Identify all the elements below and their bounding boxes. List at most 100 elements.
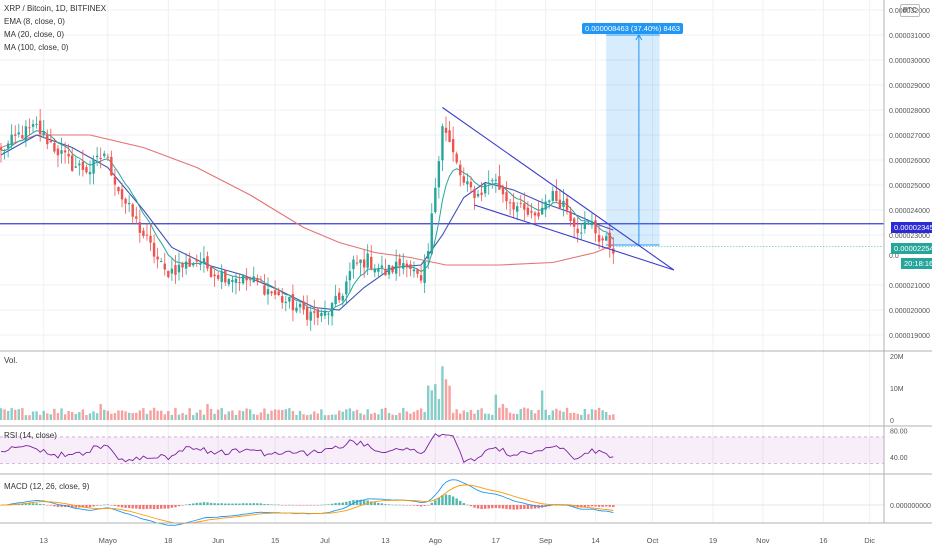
candle-body [605, 236, 608, 241]
candle-body [127, 202, 131, 205]
legend-ma100[interactable]: MA (100, close, 0) [4, 43, 69, 52]
candle-body [555, 190, 558, 202]
volume-bar [377, 414, 380, 420]
macd-histogram-bar [35, 503, 38, 505]
candle-body [551, 191, 554, 201]
candle-body [49, 140, 53, 143]
volume-bar [231, 410, 234, 420]
volume-bar [213, 413, 216, 420]
macd-histogram-bar [74, 505, 77, 508]
candle-body [202, 258, 206, 263]
macd-histogram-bar [402, 504, 405, 506]
candle-body [10, 134, 13, 145]
macd-histogram-bar [177, 505, 181, 507]
macd-histogram-bar [106, 504, 109, 505]
volume-bar [533, 413, 537, 420]
volume-bar [508, 412, 512, 420]
candle-body [138, 222, 142, 233]
volume-bar [362, 414, 366, 420]
volume-bar [220, 408, 223, 420]
candle-body [38, 120, 42, 134]
price-axis-label: 0.000023000 [889, 233, 930, 240]
candle-body [31, 124, 35, 127]
macd-histogram-bar [213, 503, 216, 505]
time-axis-label: 13 [381, 536, 389, 545]
volume-bar [384, 407, 387, 420]
candle-body [295, 307, 298, 312]
macd-histogram-bar [174, 505, 177, 508]
volume-bar [60, 408, 63, 420]
volume-bar [412, 411, 416, 420]
candle-body [152, 242, 156, 257]
candle-body [234, 278, 238, 283]
candle-body [587, 222, 590, 225]
volume-bar [387, 413, 391, 420]
candle-body [362, 259, 366, 268]
time-axis-label: 15 [271, 536, 279, 545]
candle-body [177, 264, 181, 273]
candle-body [565, 198, 569, 211]
volume-bar [334, 414, 337, 420]
macd-histogram-bar [473, 505, 476, 508]
macd-histogram-bar [516, 505, 519, 510]
currency-badge[interactable]: BTC [900, 4, 920, 17]
volume-bar [565, 407, 569, 420]
macd-histogram-bar [398, 504, 401, 506]
macd-histogram-bar [127, 505, 131, 508]
volume-bar [576, 413, 579, 420]
candle-body [355, 262, 359, 264]
legend-ema[interactable]: EMA (8, close, 0) [4, 17, 65, 26]
macd-histogram-bar [24, 503, 28, 505]
volume-bar [448, 385, 451, 420]
candle-body [373, 268, 376, 273]
candle-body [508, 202, 512, 204]
price-axis-label: 0.000030000 [889, 58, 930, 65]
volume-bar [483, 413, 487, 420]
volume-bar [170, 414, 174, 420]
macd-histogram-bar [295, 505, 298, 506]
macd-histogram-bar [305, 505, 309, 506]
candle-body [387, 265, 391, 275]
macd-histogram-bar [181, 505, 184, 506]
volume-bar [398, 412, 401, 420]
macd-histogram-bar [252, 503, 255, 505]
volume-bar [10, 408, 13, 420]
macd-histogram-bar [88, 505, 92, 508]
volume-bar [416, 410, 419, 420]
macd-histogram-bar [352, 500, 355, 505]
volume-bar [548, 415, 551, 420]
candle-body [199, 263, 202, 265]
volume-bar [256, 414, 259, 420]
volume-bar [327, 415, 330, 420]
candle-body [263, 285, 266, 295]
candle-body [562, 200, 565, 207]
candle-body [576, 228, 579, 234]
macd-histogram-bar [533, 505, 537, 509]
volume-bar [295, 414, 298, 420]
candle-body [569, 211, 572, 222]
price-axis-label: 0.000024000 [889, 208, 930, 215]
candle-body [249, 279, 252, 281]
time-axis-label: Mayo [99, 536, 117, 545]
macd-histogram-bar [249, 503, 252, 505]
volume-bar [270, 410, 273, 420]
volume-bar [284, 409, 287, 420]
volume-bar [391, 414, 394, 420]
macd-histogram-bar [519, 505, 522, 510]
macd-histogram-bar [188, 503, 191, 505]
candle-body [298, 303, 302, 308]
macd-histogram-bar [409, 505, 412, 506]
price-axis-label: 0.000027000 [889, 133, 930, 140]
macd-histogram-bar [120, 505, 124, 508]
volume-bar [555, 408, 558, 420]
macd-histogram-bar [281, 505, 284, 506]
price-axis-label: 0.000026000 [889, 158, 930, 165]
volume-bar [78, 412, 81, 420]
trend-line [474, 204, 675, 271]
time-axis-label: 19 [709, 536, 717, 545]
ma20-line [0, 134, 614, 311]
candle-body [501, 186, 505, 195]
legend-ma20[interactable]: MA (20, close, 0) [4, 30, 65, 39]
macd-histogram-bar [263, 504, 266, 505]
